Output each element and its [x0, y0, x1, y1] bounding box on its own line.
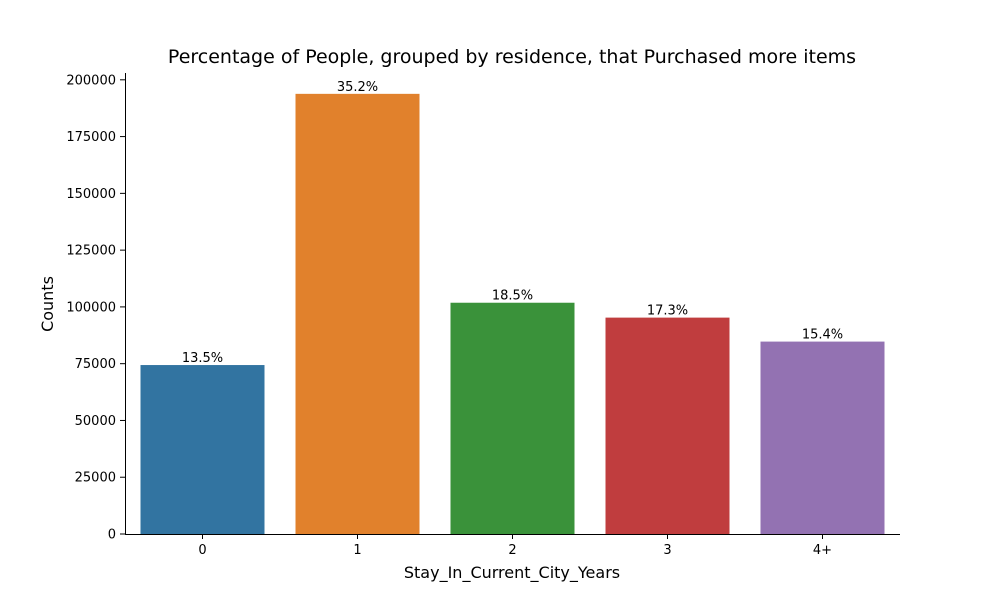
y-tick-label-25000: 25000 — [75, 471, 116, 486]
data-label-0: 13.5% — [182, 351, 223, 366]
x-axis-label: Stay_In_Current_City_Years — [404, 563, 620, 583]
bar-4+ — [760, 341, 885, 534]
data-labels-group: 13.5% 35.2% 18.5% 17.3% 15.4% — [182, 80, 843, 366]
y-tick-label-125000: 125000 — [66, 244, 116, 259]
bar-2 — [450, 302, 575, 534]
y-axis-ticks: 0 25000 50000 75000 100000 125000 150000 175000… — [66, 73, 125, 543]
data-label-2: 18.5% — [492, 289, 533, 304]
y-tick-label-0: 0 — [108, 528, 116, 543]
data-label-4+: 15.4% — [802, 328, 843, 343]
x-tick-label-0: 0 — [198, 543, 206, 558]
y-tick-label-150000: 150000 — [66, 187, 116, 202]
y-tick-label-200000: 200000 — [66, 73, 116, 88]
y-tick-label-50000: 50000 — [75, 414, 116, 429]
chart-title: Percentage of People, grouped by residen… — [168, 46, 856, 68]
x-tick-label-2: 2 — [508, 543, 516, 558]
x-axis-ticks: 0 1 2 3 4+ — [198, 534, 832, 558]
y-tick-label-100000: 100000 — [66, 300, 116, 315]
x-tick-label-1: 1 — [353, 543, 361, 558]
data-label-1: 35.2% — [337, 80, 378, 95]
y-tick-label-175000: 175000 — [66, 130, 116, 145]
x-tick-label-4+: 4+ — [813, 543, 832, 558]
data-label-3: 17.3% — [647, 304, 688, 319]
bars-group — [140, 93, 885, 535]
bar-1 — [295, 93, 420, 535]
bar-3 — [605, 317, 730, 534]
x-tick-label-3: 3 — [663, 543, 671, 558]
y-axis-label: Counts — [38, 276, 57, 332]
bar-0 — [140, 365, 265, 534]
y-tick-label-75000: 75000 — [75, 357, 116, 372]
